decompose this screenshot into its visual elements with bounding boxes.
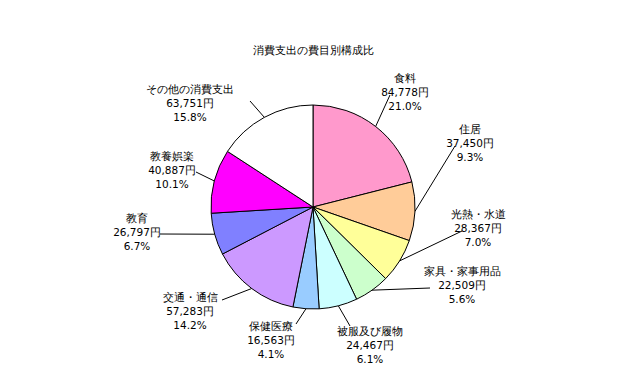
leader-line: [372, 288, 430, 290]
percent-label: 6.7%: [124, 240, 151, 252]
title: 消費支出の費目別構成比: [253, 44, 374, 57]
leader-line: [222, 289, 252, 300]
category-label: 食料: [394, 72, 416, 84]
value-label: 63,751円: [166, 97, 214, 109]
category-label: 教育: [126, 212, 148, 224]
slice: [211, 207, 313, 254]
leader-line: [196, 172, 214, 181]
leader-line: [415, 146, 455, 211]
value-label: 28,367円: [454, 222, 502, 234]
leader-line: [250, 101, 264, 117]
category-label: 住居: [459, 123, 481, 135]
percent-label: 21.0%: [388, 100, 421, 112]
value-label: 37,450円: [446, 137, 494, 149]
slice: [313, 207, 357, 309]
percent-label: 7.0%: [465, 236, 492, 248]
value-label: 57,283円: [166, 305, 214, 317]
leader-line: [400, 231, 462, 261]
category-label: 交通・通信: [163, 291, 218, 303]
leader-line: [160, 234, 215, 235]
category-label: 光熱・水道: [451, 208, 506, 220]
category-label: 家具・家事用品: [424, 265, 501, 277]
category-label: 保健医療: [249, 320, 293, 332]
percent-label: 6.1%: [357, 353, 384, 365]
slice: [227, 105, 313, 207]
percent-label: 9.3%: [457, 151, 484, 163]
category-label: その他の消費支出: [146, 83, 234, 95]
percent-label: 15.8%: [173, 111, 206, 123]
percent-label: 4.1%: [258, 348, 285, 360]
value-label: 26,797円: [113, 226, 161, 238]
leader-line: [338, 306, 350, 326]
value-label: 84,778円: [381, 86, 429, 98]
category-label: 教養娯楽: [150, 150, 194, 162]
category-label: 被服及び履物: [337, 325, 403, 337]
percent-label: 14.2%: [173, 319, 206, 331]
chart: 消費支出の費目別構成比食料 84,778円 21.0% 住居 37,450円 9.3% 光熱…: [0, 0, 629, 382]
value-label: 40,887円: [148, 164, 196, 176]
leader-line: [296, 309, 306, 324]
labels: 食料 84,778円 21.0% 住居 37,450円 9.3% 光熱・水道 28,367円 7…: [113, 72, 505, 365]
value-label: 22,509円: [438, 279, 486, 291]
percent-label: 10.1%: [155, 178, 188, 190]
value-label: 24,467円: [346, 339, 394, 351]
percent-label: 5.6%: [449, 293, 476, 305]
pie: [211, 105, 415, 309]
value-label: 16,563円: [247, 334, 295, 346]
